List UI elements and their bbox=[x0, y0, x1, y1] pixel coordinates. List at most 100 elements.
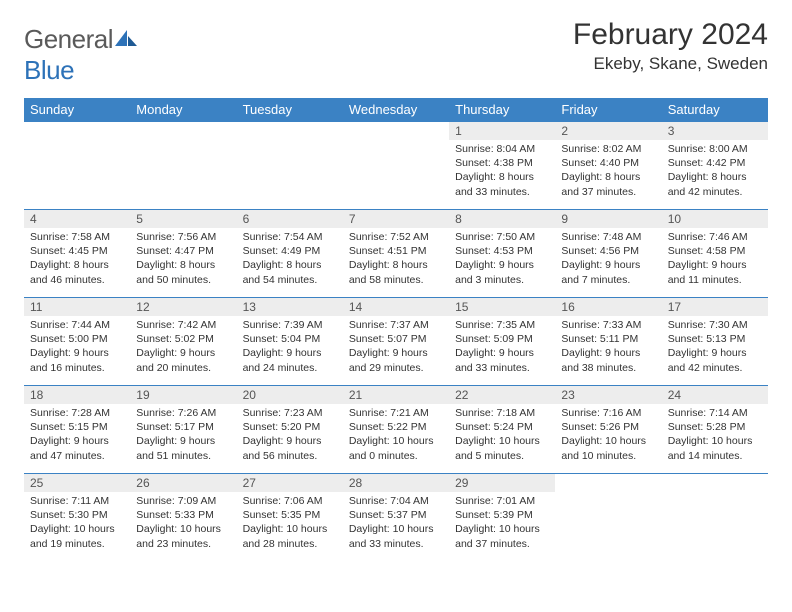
day-details: Sunrise: 7:30 AMSunset: 5:13 PMDaylight:… bbox=[662, 316, 768, 379]
day-details: Sunrise: 7:28 AMSunset: 5:15 PMDaylight:… bbox=[24, 404, 130, 467]
calendar-cell: 8Sunrise: 7:50 AMSunset: 4:53 PMDaylight… bbox=[449, 210, 555, 298]
title-block: February 2024 Ekeby, Skane, Sweden bbox=[573, 18, 768, 74]
day-details: Sunrise: 8:04 AMSunset: 4:38 PMDaylight:… bbox=[449, 140, 555, 203]
calendar-row: 18Sunrise: 7:28 AMSunset: 5:15 PMDayligh… bbox=[24, 386, 768, 474]
day-details: Sunrise: 7:01 AMSunset: 5:39 PMDaylight:… bbox=[449, 492, 555, 555]
sail-icon bbox=[115, 24, 137, 55]
calendar-cell bbox=[237, 122, 343, 210]
day-number: 28 bbox=[343, 474, 449, 492]
calendar-cell: 3Sunrise: 8:00 AMSunset: 4:42 PMDaylight… bbox=[662, 122, 768, 210]
calendar-cell bbox=[343, 122, 449, 210]
calendar-cell: 23Sunrise: 7:16 AMSunset: 5:26 PMDayligh… bbox=[555, 386, 661, 474]
header: GeneralBlue February 2024 Ekeby, Skane, … bbox=[24, 18, 768, 86]
day-number: 4 bbox=[24, 210, 130, 228]
day-number: 23 bbox=[555, 386, 661, 404]
day-details: Sunrise: 7:23 AMSunset: 5:20 PMDaylight:… bbox=[237, 404, 343, 467]
calendar-cell: 18Sunrise: 7:28 AMSunset: 5:15 PMDayligh… bbox=[24, 386, 130, 474]
day-details: Sunrise: 7:33 AMSunset: 5:11 PMDaylight:… bbox=[555, 316, 661, 379]
day-details: Sunrise: 7:11 AMSunset: 5:30 PMDaylight:… bbox=[24, 492, 130, 555]
day-details: Sunrise: 7:39 AMSunset: 5:04 PMDaylight:… bbox=[237, 316, 343, 379]
day-details: Sunrise: 7:52 AMSunset: 4:51 PMDaylight:… bbox=[343, 228, 449, 291]
day-number: 17 bbox=[662, 298, 768, 316]
day-number: 21 bbox=[343, 386, 449, 404]
day-number: 26 bbox=[130, 474, 236, 492]
calendar-cell bbox=[24, 122, 130, 210]
calendar-cell: 24Sunrise: 7:14 AMSunset: 5:28 PMDayligh… bbox=[662, 386, 768, 474]
calendar-cell: 9Sunrise: 7:48 AMSunset: 4:56 PMDaylight… bbox=[555, 210, 661, 298]
calendar-cell: 16Sunrise: 7:33 AMSunset: 5:11 PMDayligh… bbox=[555, 298, 661, 386]
calendar-cell: 19Sunrise: 7:26 AMSunset: 5:17 PMDayligh… bbox=[130, 386, 236, 474]
day-number: 22 bbox=[449, 386, 555, 404]
weekday-header: Saturday bbox=[662, 98, 768, 122]
day-details: Sunrise: 7:18 AMSunset: 5:24 PMDaylight:… bbox=[449, 404, 555, 467]
day-details: Sunrise: 7:14 AMSunset: 5:28 PMDaylight:… bbox=[662, 404, 768, 467]
day-number: 6 bbox=[237, 210, 343, 228]
calendar-cell: 4Sunrise: 7:58 AMSunset: 4:45 PMDaylight… bbox=[24, 210, 130, 298]
day-number: 3 bbox=[662, 122, 768, 140]
calendar-cell: 21Sunrise: 7:21 AMSunset: 5:22 PMDayligh… bbox=[343, 386, 449, 474]
logo-word-2: Blue bbox=[24, 55, 74, 85]
day-number: 18 bbox=[24, 386, 130, 404]
day-number: 10 bbox=[662, 210, 768, 228]
calendar-row: 11Sunrise: 7:44 AMSunset: 5:00 PMDayligh… bbox=[24, 298, 768, 386]
calendar-cell: 17Sunrise: 7:30 AMSunset: 5:13 PMDayligh… bbox=[662, 298, 768, 386]
day-details: Sunrise: 7:44 AMSunset: 5:00 PMDaylight:… bbox=[24, 316, 130, 379]
calendar-head: SundayMondayTuesdayWednesdayThursdayFrid… bbox=[24, 98, 768, 122]
calendar-cell: 15Sunrise: 7:35 AMSunset: 5:09 PMDayligh… bbox=[449, 298, 555, 386]
day-number: 14 bbox=[343, 298, 449, 316]
calendar-cell: 10Sunrise: 7:46 AMSunset: 4:58 PMDayligh… bbox=[662, 210, 768, 298]
day-details: Sunrise: 7:04 AMSunset: 5:37 PMDaylight:… bbox=[343, 492, 449, 555]
day-number: 16 bbox=[555, 298, 661, 316]
calendar-cell: 28Sunrise: 7:04 AMSunset: 5:37 PMDayligh… bbox=[343, 474, 449, 562]
day-number: 7 bbox=[343, 210, 449, 228]
day-number: 9 bbox=[555, 210, 661, 228]
day-number: 1 bbox=[449, 122, 555, 140]
logo-word-1: General bbox=[24, 24, 113, 54]
day-details: Sunrise: 7:48 AMSunset: 4:56 PMDaylight:… bbox=[555, 228, 661, 291]
calendar-cell: 7Sunrise: 7:52 AMSunset: 4:51 PMDaylight… bbox=[343, 210, 449, 298]
weekday-header: Thursday bbox=[449, 98, 555, 122]
day-details: Sunrise: 7:42 AMSunset: 5:02 PMDaylight:… bbox=[130, 316, 236, 379]
day-details: Sunrise: 7:58 AMSunset: 4:45 PMDaylight:… bbox=[24, 228, 130, 291]
day-details: Sunrise: 7:06 AMSunset: 5:35 PMDaylight:… bbox=[237, 492, 343, 555]
logo-text: GeneralBlue bbox=[24, 24, 137, 86]
day-details: Sunrise: 7:46 AMSunset: 4:58 PMDaylight:… bbox=[662, 228, 768, 291]
day-number: 11 bbox=[24, 298, 130, 316]
calendar-cell: 20Sunrise: 7:23 AMSunset: 5:20 PMDayligh… bbox=[237, 386, 343, 474]
day-number: 15 bbox=[449, 298, 555, 316]
day-number: 24 bbox=[662, 386, 768, 404]
calendar-cell: 1Sunrise: 8:04 AMSunset: 4:38 PMDaylight… bbox=[449, 122, 555, 210]
day-details: Sunrise: 7:26 AMSunset: 5:17 PMDaylight:… bbox=[130, 404, 236, 467]
calendar-cell: 29Sunrise: 7:01 AMSunset: 5:39 PMDayligh… bbox=[449, 474, 555, 562]
calendar-cell: 11Sunrise: 7:44 AMSunset: 5:00 PMDayligh… bbox=[24, 298, 130, 386]
logo: GeneralBlue bbox=[24, 24, 137, 86]
day-details: Sunrise: 7:16 AMSunset: 5:26 PMDaylight:… bbox=[555, 404, 661, 467]
calendar-body: 1Sunrise: 8:04 AMSunset: 4:38 PMDaylight… bbox=[24, 122, 768, 562]
day-details: Sunrise: 7:09 AMSunset: 5:33 PMDaylight:… bbox=[130, 492, 236, 555]
day-details: Sunrise: 7:21 AMSunset: 5:22 PMDaylight:… bbox=[343, 404, 449, 467]
calendar-cell: 2Sunrise: 8:02 AMSunset: 4:40 PMDaylight… bbox=[555, 122, 661, 210]
location: Ekeby, Skane, Sweden bbox=[573, 54, 768, 74]
day-number: 13 bbox=[237, 298, 343, 316]
calendar-cell: 26Sunrise: 7:09 AMSunset: 5:33 PMDayligh… bbox=[130, 474, 236, 562]
calendar-row: 1Sunrise: 8:04 AMSunset: 4:38 PMDaylight… bbox=[24, 122, 768, 210]
day-number: 27 bbox=[237, 474, 343, 492]
calendar-cell: 25Sunrise: 7:11 AMSunset: 5:30 PMDayligh… bbox=[24, 474, 130, 562]
day-details: Sunrise: 7:37 AMSunset: 5:07 PMDaylight:… bbox=[343, 316, 449, 379]
day-number: 25 bbox=[24, 474, 130, 492]
calendar-cell bbox=[130, 122, 236, 210]
calendar-cell: 14Sunrise: 7:37 AMSunset: 5:07 PMDayligh… bbox=[343, 298, 449, 386]
calendar-row: 4Sunrise: 7:58 AMSunset: 4:45 PMDaylight… bbox=[24, 210, 768, 298]
calendar-cell: 5Sunrise: 7:56 AMSunset: 4:47 PMDaylight… bbox=[130, 210, 236, 298]
day-details: Sunrise: 7:56 AMSunset: 4:47 PMDaylight:… bbox=[130, 228, 236, 291]
calendar-cell bbox=[662, 474, 768, 562]
calendar-cell: 12Sunrise: 7:42 AMSunset: 5:02 PMDayligh… bbox=[130, 298, 236, 386]
weekday-header: Sunday bbox=[24, 98, 130, 122]
day-details: Sunrise: 8:02 AMSunset: 4:40 PMDaylight:… bbox=[555, 140, 661, 203]
weekday-header: Monday bbox=[130, 98, 236, 122]
calendar-cell bbox=[555, 474, 661, 562]
weekday-header: Wednesday bbox=[343, 98, 449, 122]
calendar-cell: 22Sunrise: 7:18 AMSunset: 5:24 PMDayligh… bbox=[449, 386, 555, 474]
day-number: 2 bbox=[555, 122, 661, 140]
day-number: 8 bbox=[449, 210, 555, 228]
